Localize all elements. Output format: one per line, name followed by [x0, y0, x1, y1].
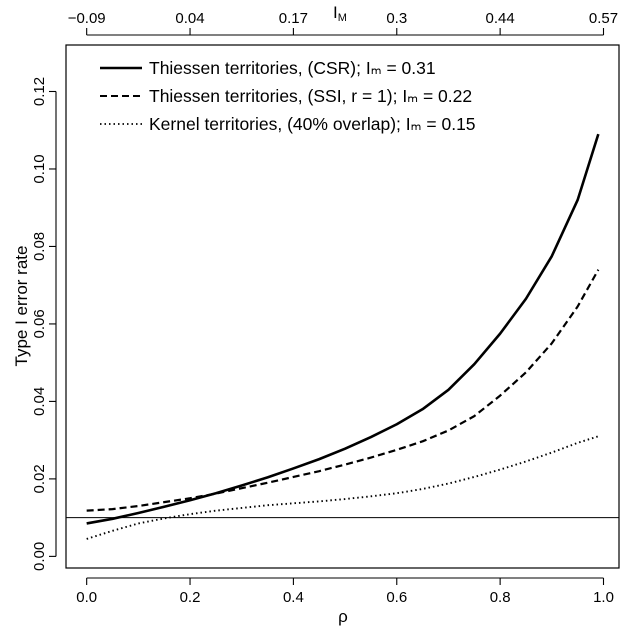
top-tick-label: 0.17	[279, 10, 308, 27]
top-tick-label: 0.44	[486, 10, 515, 27]
series-line-0	[86, 133, 600, 525]
plot-frame	[65, 44, 620, 569]
x-tick-label: 0.2	[180, 589, 201, 606]
top-axis-title: IM	[333, 3, 347, 24]
y-tick-label: 0.12	[31, 77, 48, 106]
y-tick-label: 0.04	[31, 387, 48, 416]
x-tick-label: 1.0	[593, 589, 614, 606]
legend-label-ssi: Thiessen territories, (SSI, r = 1); Iₘ =…	[149, 86, 472, 106]
top-axis-title-sub: M	[338, 12, 347, 24]
y-tick-label: 0.06	[31, 309, 48, 338]
x-tick-label: 0.0	[76, 589, 97, 606]
x-axis-title: ρ	[338, 607, 348, 626]
legend-label-csr: Thiessen territories, (CSR); Iₘ = 0.31	[149, 58, 436, 78]
y-tick-label: 0.08	[31, 232, 48, 261]
top-axis-title-main: I	[333, 3, 338, 22]
y-tick-label: 0.00	[31, 542, 48, 571]
series-line-2	[86, 435, 599, 540]
x-tick-label: 0.8	[490, 589, 511, 606]
y-axis-title: Type I error rate	[12, 246, 31, 367]
legend: Thiessen territories, (CSR); Iₘ = 0.31 T…	[100, 58, 476, 134]
x-tick-label: 0.4	[283, 589, 304, 606]
top-tick-label: 0.04	[175, 10, 204, 27]
y-tick-label: 0.10	[31, 154, 48, 183]
x-tick-label: 0.6	[386, 589, 407, 606]
legend-label-kernel: Kernel territories, (40% overlap); Iₘ = …	[149, 114, 476, 134]
top-tick-label: 0.3	[386, 10, 407, 27]
axis-layer: 0.0 0.2 0.4 0.6 0.8 1.0 −0.09 0.04 0.17 0.3 0.44 0.…	[31, 10, 618, 606]
top-tick-label: 0.57	[589, 10, 618, 27]
y-tick-label: 0.02	[31, 464, 48, 493]
series-line-1	[86, 269, 600, 512]
top-tick-label: −0.09	[68, 10, 106, 27]
series-layer	[86, 133, 600, 540]
